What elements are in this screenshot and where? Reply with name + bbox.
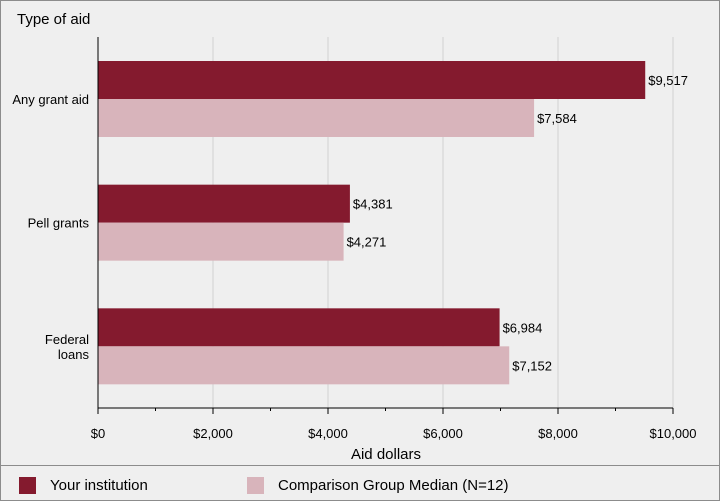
bar-value-label: $7,152 xyxy=(512,358,552,373)
bar-comparison xyxy=(98,222,344,261)
bar-value-label: $7,584 xyxy=(537,111,577,126)
x-tick-label: $2,000 xyxy=(193,426,233,441)
chart-svg: Type of aid Aid dollars $9,517 $7,584 $4,3… xyxy=(12,11,697,463)
bar-value-label: $9,517 xyxy=(648,73,688,88)
x-tick-label: $6,000 xyxy=(423,426,463,441)
bar-value-label: $4,271 xyxy=(347,235,387,250)
bars: $9,517 $7,584 $4,381 $4,271 $6,984 $7,152 xyxy=(98,61,688,385)
bar-institution xyxy=(98,61,646,99)
bar-comparison xyxy=(98,346,510,385)
legend-item-comparison: Comparison Group Median (N=12) xyxy=(247,474,509,496)
bar-institution xyxy=(98,308,500,347)
legend-separator xyxy=(1,465,719,466)
legend-item-institution: Your institution xyxy=(19,474,148,496)
axes: Any grant aid Pell grants Federal loans $0 $2… xyxy=(12,37,697,441)
x-tick-label: $8,000 xyxy=(538,426,578,441)
legend-swatch-comparison xyxy=(247,476,264,494)
category-label: Federal loans xyxy=(45,332,90,362)
x-tick-label: $0 xyxy=(91,426,105,441)
legend-label-institution: Your institution xyxy=(50,476,148,494)
bar-value-label: $6,984 xyxy=(503,320,543,335)
x-axis-title: Aid dollars xyxy=(351,446,421,463)
legend-swatch-institution xyxy=(19,476,36,494)
x-tick-label: $10,000 xyxy=(650,426,697,441)
bar-value-label: $4,381 xyxy=(353,197,393,212)
bar-institution xyxy=(98,184,350,223)
y-axis-title: Type of aid xyxy=(17,11,90,28)
x-tick-label: $4,000 xyxy=(308,426,348,441)
legend-label-comparison: Comparison Group Median (N=12) xyxy=(278,476,509,494)
bar-comparison xyxy=(98,99,535,137)
category-label: Pell grants xyxy=(28,216,90,231)
category-label: Any grant aid xyxy=(12,92,89,107)
